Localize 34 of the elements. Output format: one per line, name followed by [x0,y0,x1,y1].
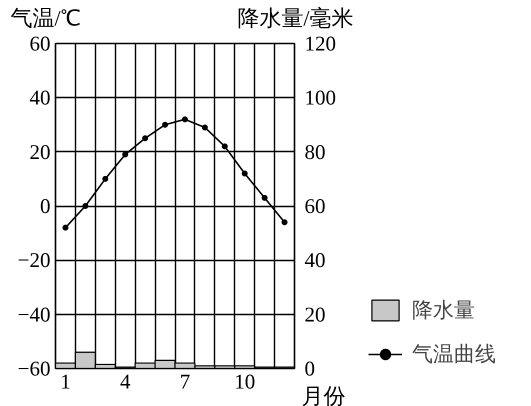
legend-label: 气温曲线 [412,341,496,368]
x-tick-label: 10 [234,370,256,394]
y-tick-label: −20 [18,248,50,272]
y2-tick-label: 80 [304,140,326,164]
y2-tick-label: 120 [304,32,336,56]
y-axis-title: 气温/℃ [10,6,81,30]
point [142,135,148,142]
x-tick-label: 4 [120,370,131,394]
point [102,176,108,182]
x-tick-label: 1 [60,370,71,394]
y2-tick-label: 60 [304,194,326,218]
point [62,224,68,231]
y2-tick-label: 40 [304,248,326,272]
point [242,170,248,176]
y-tick-label: 60 [30,32,50,56]
point [202,124,208,130]
y-tick-label: 40 [30,86,50,110]
point [122,152,128,158]
point [182,116,188,122]
legend-label: 降水量 [412,297,475,324]
y2-tick-label: 0 [304,356,315,380]
point [162,122,168,128]
y-tick-label: −40 [18,302,50,326]
point [262,194,268,201]
y-tick-label: 20 [30,140,50,164]
y-tick-label: 0 [40,194,50,218]
point [222,143,228,150]
point [82,203,88,209]
x-tick-label: 7 [180,370,190,394]
point [282,219,288,226]
y-tick-label: −60 [18,356,50,380]
y2-axis-title: 降水量/毫米 [237,6,354,30]
y2-tick-label: 100 [304,86,336,110]
y2-tick-label: 20 [304,302,326,326]
